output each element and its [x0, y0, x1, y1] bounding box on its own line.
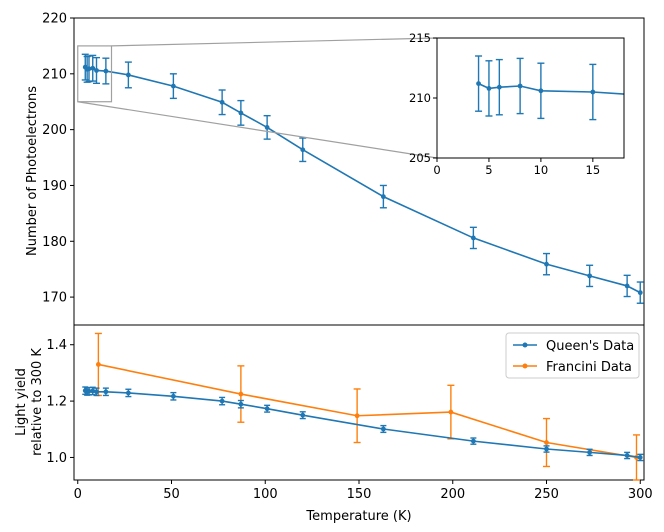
queens-series-point-15 [587, 449, 593, 455]
top-series-point-15 [587, 273, 593, 279]
inset-x-tick-label-10: 10 [534, 163, 549, 177]
bottom-x-tick-label-150: 150 [347, 487, 372, 502]
queens-series-point-14 [544, 446, 549, 452]
legend-dot-queens [522, 342, 528, 348]
zoom-connector-top [111, 37, 438, 47]
zoom-connector-bottom [77, 101, 438, 159]
inset-series-point-1 [486, 86, 492, 91]
top-series-point-10 [264, 125, 270, 130]
inset-y-tick-label-210: 210 [409, 91, 431, 105]
top-series-point-7 [170, 83, 176, 89]
bottom-y-tick-label-1.2: 1.2 [46, 395, 67, 410]
legend-label-queens: Queen's Data [546, 339, 634, 354]
queens-series-point-3 [90, 388, 96, 394]
top-series-point-2 [86, 66, 92, 72]
inset-background [437, 38, 624, 158]
francini-series-point-3 [448, 409, 454, 415]
queens-series-point-7 [170, 393, 176, 399]
top-y-tick-label-190: 190 [42, 179, 67, 194]
queens-series-point-11 [300, 412, 306, 418]
queens-series-point-16 [624, 453, 630, 458]
inset-x-tick-label-0: 0 [433, 163, 440, 177]
top-series-point-14 [544, 261, 549, 267]
queens-series-point-2 [86, 388, 92, 394]
top-series-point-4 [94, 68, 99, 73]
top-y-tick-label-200: 200 [42, 123, 67, 138]
inset-series-point-5 [590, 89, 596, 95]
inset-plot-area [436, 37, 625, 159]
queens-series-point-4 [94, 389, 99, 395]
bottom-y-tick-label-1: 1.0 [46, 451, 67, 466]
top-series-point-9 [238, 110, 244, 116]
legend-box [505, 332, 640, 379]
queens-series-point-8 [219, 398, 225, 404]
inset-x-tick-label-15: 15 [586, 163, 601, 177]
top-series-point-12 [380, 194, 386, 200]
queens-series-point-6 [125, 390, 131, 396]
legend-label-francini: Francini Data [546, 360, 632, 375]
inset-y-tick-label-215: 215 [409, 31, 431, 45]
x-axis-title: Temperature (K) [305, 509, 411, 524]
top-y-axis-title: Number of Photoelectrons [25, 86, 40, 256]
queens-series-point-10 [264, 406, 270, 412]
queens-series-line [84, 389, 641, 459]
bottom-x-tick-label-50: 50 [163, 487, 180, 502]
bottom-y-tick-label-1.4: 1.4 [46, 338, 67, 353]
top-y-tick-label-180: 180 [42, 235, 67, 250]
bottom-x-tick-label-300: 300 [628, 487, 653, 502]
inset-series-point-3 [517, 83, 523, 89]
top-y-tick-label-210: 210 [42, 67, 67, 82]
bottom-x-tick-label-100: 100 [253, 487, 278, 502]
inset-x-tick-label-5: 5 [485, 163, 492, 177]
zoom-region-box [77, 45, 113, 103]
bottom-x-tick-label-250: 250 [534, 487, 559, 502]
bottom-x-tick-label-0: 0 [74, 487, 82, 502]
francini-series-point-1 [238, 391, 244, 397]
legend: Queen's Data Francini Data [505, 332, 640, 379]
francini-series-point-4 [544, 440, 549, 445]
top-series-point-3 [90, 65, 96, 71]
francini-series-line [98, 363, 637, 459]
top-series-point-6 [125, 72, 131, 78]
top-y-tick-label-220: 220 [42, 12, 67, 27]
queens-series-point-5 [103, 389, 109, 395]
bottom-y-axis-title-line1: Light yield [14, 368, 29, 436]
inset-series-point-4 [538, 88, 544, 94]
inset-series-point-2 [496, 84, 502, 90]
top-series-point-5 [103, 68, 109, 74]
legend-dot-francini [522, 363, 528, 369]
top-series-point-17 [637, 290, 643, 296]
francini-series-point-2 [354, 413, 360, 419]
top-y-tick-label-170: 170 [42, 291, 67, 306]
inset-series-group [475, 55, 624, 121]
queens-series-point-9 [238, 401, 244, 407]
francini-series-point-0 [95, 362, 101, 367]
inset-y-tick-label-205: 205 [409, 151, 431, 165]
top-series-point-11 [300, 147, 306, 153]
bottom-x-tick-label-200: 200 [440, 487, 465, 502]
top-series-point-8 [219, 99, 225, 105]
bottom-y-axis-title-line2: relative to 300 K [30, 348, 45, 456]
inset-series-point-0 [476, 81, 481, 86]
top-series-point-16 [624, 283, 630, 289]
queens-series-point-13 [470, 438, 476, 444]
queens-series-point-17 [637, 455, 643, 460]
top-series-point-13 [470, 235, 476, 241]
queens-series-point-12 [380, 426, 386, 432]
